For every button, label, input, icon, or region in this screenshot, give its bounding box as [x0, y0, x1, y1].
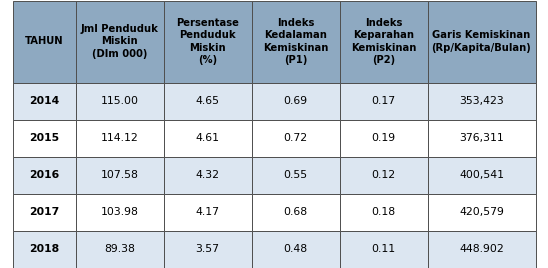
Text: 448.902: 448.902	[459, 244, 504, 254]
Text: 353,423: 353,423	[459, 96, 504, 106]
Text: 0.19: 0.19	[372, 133, 396, 143]
Bar	[76, 157, 163, 193]
Text: 0.11: 0.11	[372, 244, 396, 254]
Bar	[76, 120, 163, 157]
Bar	[252, 1, 340, 83]
Bar	[76, 193, 163, 230]
Text: 4.32: 4.32	[196, 170, 220, 180]
Text: Garis Kemiskinan
(Rp/Kapita/Bulan): Garis Kemiskinan (Rp/Kapita/Bulan)	[432, 30, 532, 53]
Bar	[252, 230, 340, 267]
Text: TAHUN: TAHUN	[25, 36, 64, 47]
Bar	[76, 83, 163, 120]
Bar	[427, 230, 535, 267]
Text: 114.12: 114.12	[101, 133, 139, 143]
Bar	[76, 230, 163, 267]
Bar	[13, 1, 76, 83]
Text: Persentase
Penduduk
Miskin
(%): Persentase Penduduk Miskin (%)	[176, 18, 239, 65]
Bar	[340, 157, 427, 193]
Bar	[340, 120, 427, 157]
Text: 4.65: 4.65	[196, 96, 220, 106]
Bar	[13, 230, 76, 267]
Text: 115.00: 115.00	[100, 96, 139, 106]
Bar	[340, 1, 427, 83]
Text: Jml Penduduk
Miskin
(Dlm 000): Jml Penduduk Miskin (Dlm 000)	[81, 24, 158, 59]
Text: 0.18: 0.18	[372, 207, 396, 217]
Text: 2018: 2018	[29, 244, 59, 254]
Text: 400,541: 400,541	[459, 170, 504, 180]
Bar	[427, 83, 535, 120]
Text: 4.17: 4.17	[196, 207, 220, 217]
Bar	[340, 230, 427, 267]
Text: 0.17: 0.17	[372, 96, 396, 106]
Text: 376,311: 376,311	[459, 133, 504, 143]
Text: 2016: 2016	[29, 170, 59, 180]
Text: 0.69: 0.69	[283, 96, 307, 106]
Text: 0.12: 0.12	[372, 170, 396, 180]
Bar	[13, 83, 76, 120]
Bar	[252, 157, 340, 193]
Text: 0.68: 0.68	[283, 207, 307, 217]
Text: 103.98: 103.98	[101, 207, 139, 217]
Bar	[163, 230, 252, 267]
Bar	[13, 157, 76, 193]
Bar	[252, 83, 340, 120]
Text: 89.38: 89.38	[104, 244, 135, 254]
Text: 2017: 2017	[29, 207, 59, 217]
Bar	[163, 193, 252, 230]
Text: 0.48: 0.48	[283, 244, 307, 254]
Text: 420,579: 420,579	[459, 207, 504, 217]
Text: 3.57: 3.57	[196, 244, 220, 254]
Bar	[427, 120, 535, 157]
Bar	[13, 120, 76, 157]
Bar	[252, 193, 340, 230]
Bar	[340, 193, 427, 230]
Bar	[13, 193, 76, 230]
Text: 107.58: 107.58	[101, 170, 139, 180]
Bar	[252, 120, 340, 157]
Bar	[163, 1, 252, 83]
Text: 4.61: 4.61	[196, 133, 220, 143]
Bar	[163, 83, 252, 120]
Text: 2014: 2014	[29, 96, 59, 106]
Bar	[340, 83, 427, 120]
Bar	[163, 157, 252, 193]
Bar	[427, 193, 535, 230]
Bar	[163, 120, 252, 157]
Bar	[427, 157, 535, 193]
Text: Indeks
Kedalaman
Kemiskinan
(P1): Indeks Kedalaman Kemiskinan (P1)	[263, 18, 328, 65]
Bar	[427, 1, 535, 83]
Bar	[76, 1, 163, 83]
Text: 0.72: 0.72	[283, 133, 307, 143]
Text: Indeks
Keparahan
Kemiskinan
(P2): Indeks Keparahan Kemiskinan (P2)	[351, 18, 416, 65]
Text: 0.55: 0.55	[283, 170, 307, 180]
Text: 2015: 2015	[29, 133, 59, 143]
